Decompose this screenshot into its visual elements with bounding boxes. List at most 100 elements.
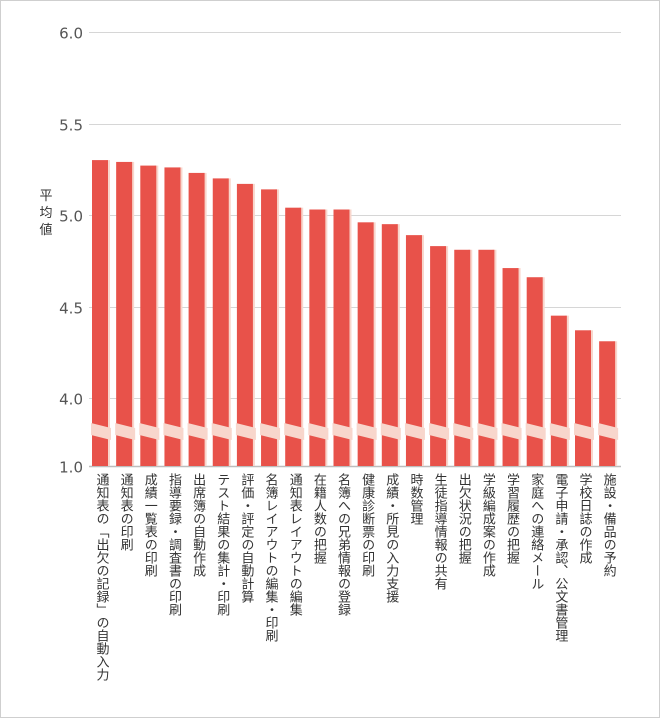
axis-break-band bbox=[453, 423, 474, 440]
bar-body bbox=[550, 315, 567, 466]
category-label: 成績一覧表の印刷 bbox=[142, 473, 158, 577]
axis-break-band bbox=[525, 423, 546, 440]
bar bbox=[308, 209, 329, 466]
bar-body bbox=[140, 165, 157, 466]
axis-break-band bbox=[115, 423, 136, 440]
bar-body bbox=[430, 246, 447, 466]
axis-break-band bbox=[549, 423, 570, 440]
category-label: 施設・備品の予約 bbox=[601, 473, 617, 577]
axis-break-band bbox=[501, 423, 522, 440]
category-label: 名簿への兄弟情報の登録 bbox=[335, 472, 351, 616]
axis-break-band bbox=[235, 423, 256, 440]
bar bbox=[380, 224, 401, 466]
axis-break-band bbox=[380, 423, 401, 440]
axis-break-band bbox=[91, 423, 111, 440]
axis-break-band bbox=[163, 423, 184, 440]
y-tick-label: 4.5 bbox=[59, 300, 83, 318]
category-label: 学校日誌の作成 bbox=[577, 472, 593, 565]
category-label: 家庭への連絡メール bbox=[528, 472, 544, 590]
bar bbox=[211, 178, 232, 466]
bar-body bbox=[164, 167, 181, 467]
bar-body bbox=[599, 341, 616, 466]
axis-break-band bbox=[356, 423, 377, 440]
y-axis-ticks: 6.0 5.5 5.0 4.5 4.0 1.0 bbox=[59, 25, 83, 477]
bar bbox=[429, 246, 450, 466]
axis-break-band bbox=[139, 423, 160, 440]
bar bbox=[235, 183, 256, 466]
bar bbox=[187, 172, 208, 466]
bar-body bbox=[526, 277, 543, 466]
category-label: 健康診断票の印刷 bbox=[359, 473, 375, 577]
category-label: 学級編成案の作成 bbox=[480, 472, 496, 578]
category-label: 出欠状況の把握 bbox=[456, 473, 472, 565]
bar-body bbox=[188, 172, 205, 466]
bar bbox=[598, 341, 619, 466]
category-label: 生徒指導情報の共有 bbox=[432, 473, 448, 590]
axis-break-band bbox=[187, 423, 208, 440]
bar bbox=[477, 249, 498, 466]
bar-body bbox=[381, 224, 398, 466]
bar-body bbox=[454, 249, 471, 466]
bar bbox=[163, 167, 184, 467]
axis-break-band bbox=[404, 423, 425, 440]
bar-body bbox=[405, 235, 422, 466]
bar-body bbox=[575, 330, 591, 466]
bar bbox=[549, 315, 570, 466]
bar bbox=[139, 165, 160, 466]
y-tick-label: 6.0 bbox=[59, 25, 83, 43]
category-label: 在籍人数の把握 bbox=[311, 473, 327, 565]
category-label: 出席簿の自動作成 bbox=[190, 473, 206, 578]
category-label: 学習履歴の把握 bbox=[504, 472, 520, 565]
bar-body bbox=[116, 161, 133, 466]
bar-body bbox=[212, 178, 229, 466]
bar bbox=[284, 207, 305, 466]
bar bbox=[332, 209, 353, 466]
category-label: 通知表の「出欠の記録」の自動入力 bbox=[94, 473, 110, 682]
bar bbox=[453, 249, 474, 466]
bar-body bbox=[285, 207, 302, 466]
category-label: 通知表レイアウトの編集 bbox=[287, 473, 303, 616]
axis-break-band bbox=[598, 423, 619, 440]
bar-body bbox=[309, 209, 326, 466]
bar bbox=[356, 222, 377, 466]
bar-body bbox=[333, 209, 350, 466]
bar bbox=[525, 277, 546, 466]
axis-break-band bbox=[260, 423, 281, 440]
y-axis-label: 平均値 bbox=[39, 189, 52, 238]
bar bbox=[115, 161, 136, 466]
category-label: 通知表の印刷 bbox=[118, 473, 133, 551]
bars bbox=[91, 160, 619, 467]
bar bbox=[404, 235, 425, 466]
category-label: 評価・評定の自動計算 bbox=[238, 473, 254, 603]
bar bbox=[574, 330, 594, 466]
bar bbox=[91, 160, 111, 466]
category-label: 名簿レイアウトの編集・印刷 bbox=[263, 472, 279, 642]
bar-body bbox=[478, 249, 495, 466]
bar bbox=[260, 189, 281, 466]
category-label: 成績・所見の入力支援 bbox=[383, 473, 399, 603]
axis-break-band bbox=[477, 423, 498, 440]
axis-break-band bbox=[332, 423, 353, 440]
category-labels: 通知表の「出欠の記録」の自動入力 通知表の印刷 成績一覧表の印刷 指導要録・調査書の印… bbox=[94, 472, 617, 682]
y-tick-label: 4.0 bbox=[59, 391, 83, 409]
axis-break-band bbox=[211, 423, 232, 440]
bar-body bbox=[236, 183, 253, 466]
bar bbox=[501, 268, 522, 466]
bar-body bbox=[502, 268, 519, 466]
y-tick-label: 1.0 bbox=[59, 459, 83, 477]
category-label: 時数管理 bbox=[407, 473, 423, 525]
y-tick-label: 5.5 bbox=[59, 117, 83, 135]
axis-break-band bbox=[308, 423, 329, 440]
axis-break-band bbox=[429, 423, 450, 440]
category-label: テスト結果の集計・印刷 bbox=[214, 473, 230, 616]
axis-break-band bbox=[284, 423, 305, 440]
axis-break-band bbox=[574, 423, 594, 440]
category-label: 指導要録・調査書の印刷 bbox=[166, 473, 182, 616]
y-tick-label: 5.0 bbox=[59, 208, 83, 226]
bar-body bbox=[261, 189, 278, 466]
bar-body bbox=[357, 222, 374, 466]
y-axis-label: 平均値 bbox=[39, 189, 52, 238]
category-label: 電子申請・承認、公文書管理 bbox=[552, 473, 568, 642]
